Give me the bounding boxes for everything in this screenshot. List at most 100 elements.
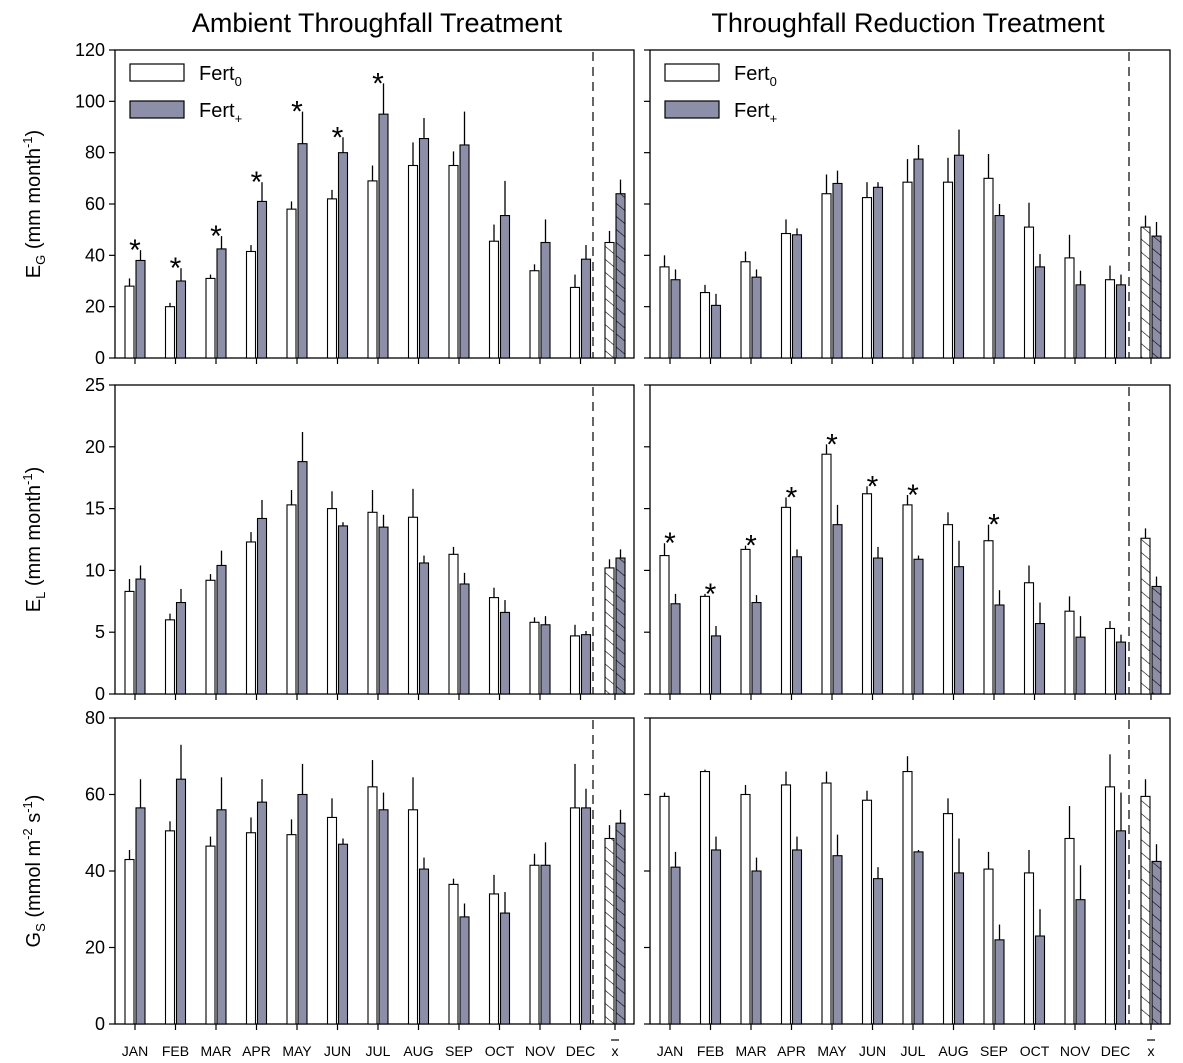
legend-subscript: + (770, 111, 778, 126)
bar-fertplus-sep (994, 215, 1005, 359)
bar-fertplus-sep (459, 583, 470, 695)
legend-label-1: Fert+ (199, 100, 242, 126)
y-label-ylabel_end: ) (23, 130, 45, 137)
bar-mean-fertplus-hatch (1152, 586, 1161, 694)
y-tick-label: 20 (85, 938, 105, 958)
legend-name: Fert (199, 63, 235, 85)
bar-fertplus-sep (994, 939, 1005, 1025)
significance-asterisk: * (907, 479, 919, 512)
bar-fert0-jan (124, 285, 135, 359)
y-tick-label: 10 (85, 560, 105, 580)
bar-fert0-may (821, 453, 832, 695)
month-label-jan: JAN (122, 1043, 148, 1059)
bar-fertplus-jan (670, 866, 681, 1025)
y-label-ylabel_exp: -1 (20, 473, 35, 485)
significance-asterisk: * (129, 234, 141, 267)
bar-fert0-dec (1104, 279, 1116, 359)
bar-fertplus-feb (175, 280, 187, 359)
bar-fertplus-nov (1075, 284, 1086, 359)
legend-subscript: + (235, 111, 243, 126)
bar-fert0-sep (983, 177, 994, 359)
panel-2: 0 5 10 15 20 25 EL (mm month-1) (20, 375, 635, 704)
y-tick-label: 20 (85, 437, 105, 457)
bar-fertplus-dec (1115, 830, 1127, 1025)
y-label-ylabel_main: G (23, 932, 45, 948)
bar-fert0-aug (942, 181, 954, 359)
bar-fertplus-dec (1115, 641, 1127, 695)
bar-fert0-jun (326, 508, 338, 695)
bar-fert0-nov (1064, 837, 1075, 1025)
bar-fert0-mar (740, 548, 751, 695)
bar-fert0-nov (529, 621, 540, 695)
bar-fertplus-nov (540, 864, 551, 1025)
bar-fertplus-mar (216, 564, 227, 695)
title-reduction: Throughfall Reduction Treatment (711, 8, 1105, 38)
bar-fert0-feb (164, 619, 176, 695)
bar-fertplus-apr (791, 556, 803, 695)
significance-asterisk: * (664, 527, 676, 560)
bar-fertplus-apr (791, 234, 803, 359)
panel-1: Fert0 Fert+ (644, 49, 1171, 364)
bar-fert0-apr (245, 832, 257, 1025)
bar-fert0-may (286, 834, 297, 1025)
bar-fert0-apr (245, 541, 257, 695)
y-label-ylabel_exp: -2 (20, 828, 35, 840)
bar-fert0-oct (1023, 582, 1035, 695)
bar-fert0-sep (983, 868, 994, 1025)
bar-fert0-may (821, 193, 832, 359)
bar-fertplus-may (297, 461, 308, 695)
month-label-nov: NOV (1060, 1043, 1091, 1059)
month-label-oct: OCT (485, 1043, 515, 1059)
y-label-ylabel_exp2: -1 (20, 801, 35, 813)
legend-label-1: Fert+ (734, 100, 777, 126)
month-label-nov: NOV (525, 1043, 556, 1059)
bar-fertplus-apr (256, 801, 268, 1025)
bar-fert0-may (821, 782, 832, 1025)
bar-fert0-oct (488, 240, 500, 359)
y-tick-label: 0 (95, 684, 105, 704)
month-label-jun: JUN (859, 1043, 886, 1059)
month-label-mar: MAR (735, 1043, 766, 1059)
panel-4: 0 20 40 60 80 JAN FEB MAR APR MAY JUN JUL AUG SEP OCT N… (20, 708, 635, 1059)
bar-fert0-feb (699, 291, 711, 359)
bar-fert0-sep (448, 553, 459, 695)
month-label-jan: JAN (657, 1043, 683, 1059)
bar-fert0-mar (205, 579, 216, 695)
bar-fert0-mar (205, 845, 216, 1025)
y-label-ylabel_exp: -1 (20, 136, 35, 148)
bar-fertplus-dec (580, 807, 592, 1025)
bar-fert0-dec (569, 286, 581, 359)
bar-fertplus-jul (378, 526, 389, 695)
y-tick-label: 40 (85, 861, 105, 881)
bar-fert0-jul (367, 511, 378, 695)
bar-fertplus-jun (872, 557, 884, 695)
bar-fertplus-feb (710, 304, 722, 359)
bar-fertplus-sep (459, 916, 470, 1025)
month-label-jun: JUN (324, 1043, 351, 1059)
bar-fert0-feb (164, 830, 176, 1025)
y-label-ylabel_sub: S (33, 923, 48, 932)
bar-mean-fertplus-hatch (1152, 236, 1161, 358)
month-label-feb: FEB (697, 1043, 724, 1059)
significance-asterisk: * (372, 67, 384, 100)
bar-fertplus-may (832, 182, 843, 359)
bar-fertplus-sep (994, 604, 1005, 695)
legend-subscript: 0 (235, 74, 242, 89)
legend-name: Fert (199, 100, 235, 122)
y-label-ylabel_sub: L (33, 592, 48, 599)
legend-label-0: Fert0 (734, 63, 777, 89)
bar-fertplus-nov (1075, 899, 1086, 1025)
y-tick-label: 25 (85, 375, 105, 395)
panel-5: JAN FEB MAR APR MAY JUN JUL AUG SEP OCT NOV DEC x (644, 717, 1171, 1059)
panel-0: 0 20 40 60 80 100 120 * * * * * * * EG (mm month-1) Fer… (20, 40, 635, 368)
y-label-ylabel_mid: s (23, 813, 45, 829)
bar-fert0-oct (1023, 872, 1035, 1025)
bar-fert0-aug (407, 809, 419, 1025)
bar-fertplus-feb (175, 601, 187, 695)
y-label-ylabel_main: E (23, 265, 45, 278)
bar-fertplus-jul (913, 158, 924, 359)
significance-asterisk: * (291, 96, 303, 129)
bar-fert0-sep (448, 883, 459, 1025)
mean-label: x (1148, 1043, 1155, 1059)
bar-fert0-jan (659, 266, 670, 359)
